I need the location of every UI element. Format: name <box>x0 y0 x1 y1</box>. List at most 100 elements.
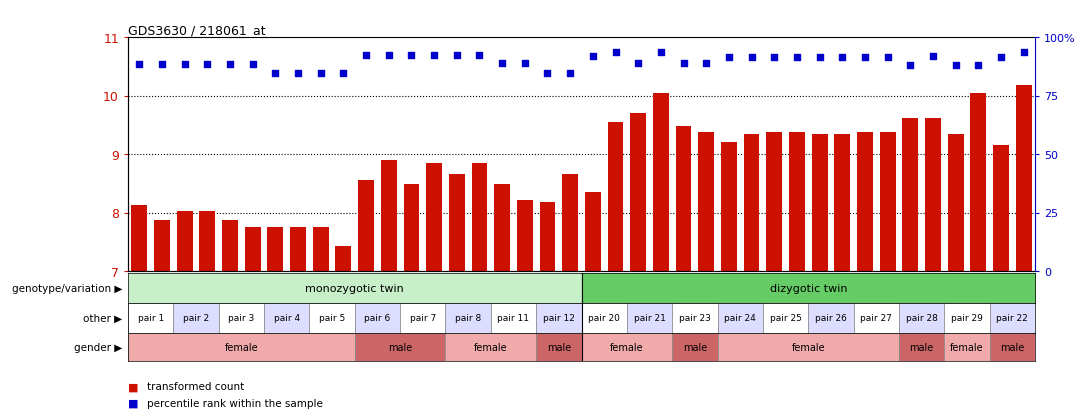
Point <box>357 52 375 59</box>
Point <box>448 52 465 59</box>
Bar <box>899 303 944 333</box>
Text: female: female <box>950 342 984 352</box>
Bar <box>944 333 989 361</box>
Bar <box>989 333 1035 361</box>
Bar <box>268 228 283 271</box>
Point <box>494 61 511 67</box>
Text: pair 21: pair 21 <box>634 314 665 323</box>
Bar <box>218 303 264 333</box>
Text: percentile rank within the sample: percentile rank within the sample <box>148 398 323 408</box>
Point <box>153 62 171 68</box>
Text: gender ▶: gender ▶ <box>75 342 123 352</box>
Text: female: female <box>225 342 258 352</box>
Text: pair 11: pair 11 <box>498 314 529 323</box>
Text: pair 12: pair 12 <box>543 314 575 323</box>
Point <box>176 62 193 68</box>
Text: female: female <box>610 342 644 352</box>
Bar <box>472 164 487 271</box>
Bar <box>903 119 918 271</box>
Point <box>630 61 647 67</box>
Text: pair 2: pair 2 <box>183 314 210 323</box>
Text: GDS3630 / 218061_at: GDS3630 / 218061_at <box>129 24 266 37</box>
Bar <box>200 212 215 271</box>
Point <box>289 71 307 77</box>
Text: pair 28: pair 28 <box>906 314 937 323</box>
Bar <box>449 175 464 271</box>
Bar <box>717 333 899 361</box>
Bar <box>926 119 941 271</box>
Bar <box>174 303 218 333</box>
Text: male: male <box>388 342 413 352</box>
Bar <box>445 333 536 361</box>
Bar <box>631 114 646 271</box>
Text: female: female <box>474 342 508 352</box>
Text: pair 23: pair 23 <box>679 314 711 323</box>
Text: male: male <box>909 342 934 352</box>
Point <box>766 55 783 62</box>
Bar <box>336 247 351 271</box>
Bar <box>853 303 899 333</box>
Bar <box>585 192 600 271</box>
Bar <box>835 134 850 271</box>
Bar <box>744 134 759 271</box>
Point <box>426 52 443 59</box>
Text: male: male <box>546 342 571 352</box>
Point <box>221 62 239 68</box>
Bar <box>653 93 669 271</box>
Point <box>244 62 261 68</box>
Text: pair 29: pair 29 <box>951 314 983 323</box>
Bar <box>129 333 354 361</box>
Bar <box>129 303 174 333</box>
Text: transformed count: transformed count <box>148 382 245 392</box>
Text: pair 22: pair 22 <box>997 314 1028 323</box>
Bar <box>536 303 581 333</box>
Bar <box>717 303 762 333</box>
Point <box>335 71 352 77</box>
Text: monozygotic twin: monozygotic twin <box>306 283 404 293</box>
Point <box>267 71 284 77</box>
Bar <box>354 303 400 333</box>
Bar <box>608 123 623 271</box>
Bar <box>676 127 691 271</box>
Text: pair 4: pair 4 <box>273 314 300 323</box>
Point <box>312 71 329 77</box>
Point <box>131 62 148 68</box>
Bar <box>313 228 328 271</box>
Bar <box>381 161 396 271</box>
Text: male: male <box>1000 342 1025 352</box>
Bar <box>581 333 672 361</box>
Bar <box>808 303 853 333</box>
Bar <box>245 228 260 271</box>
Point <box>993 55 1010 62</box>
Point <box>970 63 987 69</box>
Bar <box>993 146 1009 271</box>
Point <box>539 71 556 77</box>
Bar <box>222 220 238 271</box>
Point <box>811 55 828 62</box>
Text: pair 7: pair 7 <box>409 314 436 323</box>
Text: male: male <box>683 342 707 352</box>
Bar <box>812 134 827 271</box>
Bar <box>1015 86 1031 271</box>
Point <box>856 55 874 62</box>
Bar <box>989 303 1035 333</box>
Text: ■: ■ <box>129 398 138 408</box>
Bar <box>699 133 714 271</box>
Point <box>720 55 738 62</box>
Point <box>607 49 624 56</box>
Bar <box>354 333 445 361</box>
Bar <box>490 303 536 333</box>
Point <box>380 52 397 59</box>
Bar <box>944 303 989 333</box>
Bar <box>672 303 717 333</box>
Point <box>516 61 534 67</box>
Text: pair 8: pair 8 <box>455 314 482 323</box>
Point <box>902 63 919 69</box>
Text: other ▶: other ▶ <box>83 313 123 323</box>
Bar <box>404 185 419 271</box>
Bar <box>970 93 986 271</box>
Bar <box>581 303 626 333</box>
Bar <box>427 164 442 271</box>
Point <box>584 53 602 60</box>
Bar <box>132 206 147 271</box>
